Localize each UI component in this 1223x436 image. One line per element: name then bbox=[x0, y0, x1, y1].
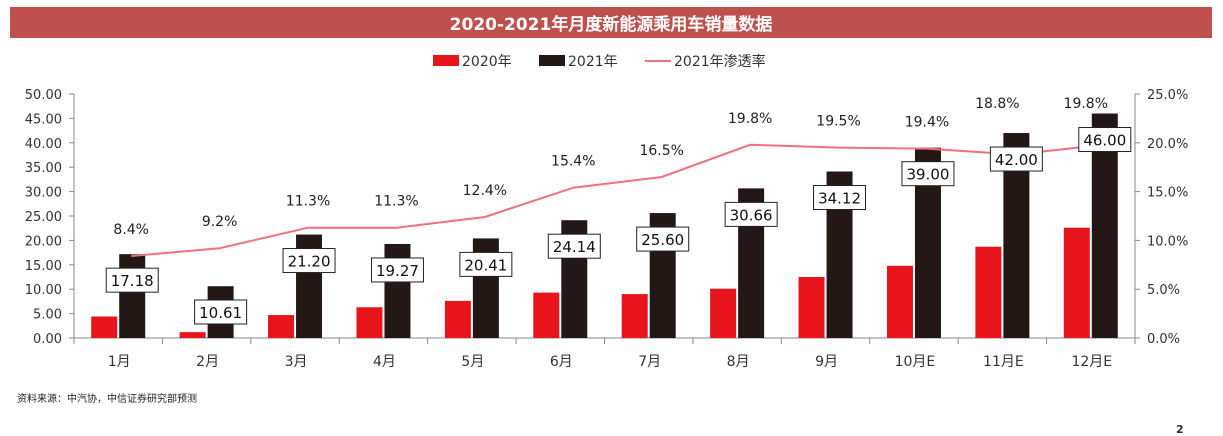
y-left-tick-label: 0.00 bbox=[33, 332, 62, 347]
y-left-tick-label: 45.00 bbox=[25, 112, 62, 127]
data-label-box-2021 bbox=[194, 299, 248, 325]
data-label-2021: 10.61 bbox=[199, 304, 242, 322]
x-tick-label: 2月 bbox=[196, 354, 219, 370]
penetration-label: 16.5% bbox=[639, 143, 683, 159]
legend-label-penetration: 2021年渗透率 bbox=[674, 53, 766, 70]
penetration-label: 11.3% bbox=[286, 194, 330, 210]
penetration-label: 19.8% bbox=[1064, 96, 1108, 112]
data-label-box-2021 bbox=[901, 161, 955, 187]
data-label-2021: 21.20 bbox=[288, 253, 331, 271]
bar-2020 bbox=[444, 300, 471, 338]
y-right-tick-label: 15.0% bbox=[1147, 186, 1188, 201]
data-label-2021: 34.12 bbox=[818, 189, 861, 207]
y-left-tick-label: 30.00 bbox=[25, 186, 62, 201]
data-label-box-2021 bbox=[636, 226, 690, 252]
data-label-2021: 24.14 bbox=[553, 238, 596, 256]
data-label-box-2021 bbox=[105, 267, 159, 293]
penetration-label: 19.4% bbox=[905, 115, 949, 131]
y-right-tick-label: 10.0% bbox=[1147, 234, 1188, 249]
y-left-tick-label: 10.00 bbox=[25, 283, 62, 298]
y-right-tick-label: 5.0% bbox=[1147, 283, 1180, 298]
data-label-box-2021 bbox=[724, 201, 778, 227]
y-right-tick-label: 20.0% bbox=[1147, 137, 1188, 152]
penetration-label: 18.8% bbox=[975, 96, 1019, 112]
bar-2020 bbox=[533, 292, 560, 338]
y-right-tick-label: 25.0% bbox=[1147, 88, 1188, 103]
data-label-box-2021 bbox=[813, 184, 867, 210]
penetration-label: 12.4% bbox=[463, 183, 507, 199]
bar-2020 bbox=[268, 315, 295, 338]
data-label-box-2021 bbox=[547, 233, 601, 259]
data-label-2021: 20.41 bbox=[464, 256, 507, 274]
data-label-box-2021 bbox=[282, 248, 336, 274]
x-tick-label: 12月E bbox=[1071, 354, 1112, 370]
x-tick-label: 8月 bbox=[727, 354, 750, 370]
combo-chart: 2020年 2021年 2021年渗透率 0.00 5.00 10.00 15.00 20.0… bbox=[25, 53, 1189, 370]
penetration-label: 9.2% bbox=[202, 214, 238, 230]
legend-label-2020: 2020年 bbox=[462, 54, 512, 70]
page-number: 2 bbox=[1176, 423, 1184, 436]
penetration-label: 15.4% bbox=[551, 154, 595, 170]
bar-2020 bbox=[798, 277, 825, 338]
bar-2020 bbox=[356, 307, 383, 338]
bar-2020 bbox=[1063, 227, 1090, 338]
x-tick-label: 5月 bbox=[461, 354, 484, 370]
penetration-label: 19.5% bbox=[816, 114, 860, 130]
x-tick-label: 1月 bbox=[108, 354, 131, 370]
penetration-label: 8.4% bbox=[113, 222, 149, 238]
source-note: 资料来源：中汽协，中信证券研究部预测 bbox=[17, 394, 197, 405]
data-label-box-2021 bbox=[1078, 127, 1132, 153]
y-left-tick-label: 40.00 bbox=[25, 137, 62, 152]
y-left-tick-label: 50.00 bbox=[25, 88, 62, 103]
penetration-label: 19.8% bbox=[728, 111, 772, 127]
y-right-tick-label: 0.0% bbox=[1147, 332, 1180, 347]
bar-2020 bbox=[975, 246, 1002, 338]
bar-2020 bbox=[91, 316, 118, 338]
bar-2021 bbox=[119, 254, 146, 338]
data-label-2021: 25.60 bbox=[641, 231, 684, 249]
chart-title: 2020-2021年月度新能源乘用车销量数据 bbox=[10, 7, 1212, 38]
bar-2020 bbox=[621, 294, 648, 338]
data-label-box-2021 bbox=[989, 146, 1043, 172]
x-tick-label: 7月 bbox=[638, 354, 661, 370]
data-label-box-2021 bbox=[459, 251, 513, 277]
data-label-2021: 39.00 bbox=[906, 166, 949, 184]
x-tick-label: 3月 bbox=[285, 354, 308, 370]
data-label-2021: 17.18 bbox=[111, 272, 154, 290]
y-left-tick-label: 25.00 bbox=[25, 210, 62, 225]
data-label-2021: 46.00 bbox=[1083, 132, 1126, 150]
x-tick-label: 9月 bbox=[815, 354, 838, 370]
legend-swatch-2021 bbox=[539, 55, 565, 66]
bar-2020 bbox=[179, 332, 206, 338]
data-label-2021: 42.00 bbox=[995, 151, 1038, 169]
bar-2020 bbox=[886, 265, 913, 338]
y-left-tick-label: 5.00 bbox=[33, 308, 62, 323]
x-tick-label: 4月 bbox=[373, 354, 396, 370]
data-label-2021: 19.27 bbox=[376, 262, 419, 280]
y-left-tick-label: 35.00 bbox=[25, 161, 62, 176]
data-label-box-2021 bbox=[370, 257, 424, 283]
penetration-label: 11.3% bbox=[374, 194, 418, 210]
x-tick-label: 10月E bbox=[895, 354, 936, 370]
legend-swatch-2020 bbox=[433, 55, 459, 66]
legend-label-2021: 2021年 bbox=[568, 54, 618, 70]
x-tick-label: 11月E bbox=[983, 354, 1024, 370]
data-label-2021: 30.66 bbox=[730, 206, 773, 224]
x-tick-label: 6月 bbox=[550, 354, 573, 370]
bar-2020 bbox=[710, 288, 737, 338]
penetration-line bbox=[131, 143, 1104, 258]
y-left-tick-label: 20.00 bbox=[25, 234, 62, 249]
y-left-tick-label: 15.00 bbox=[25, 259, 62, 274]
